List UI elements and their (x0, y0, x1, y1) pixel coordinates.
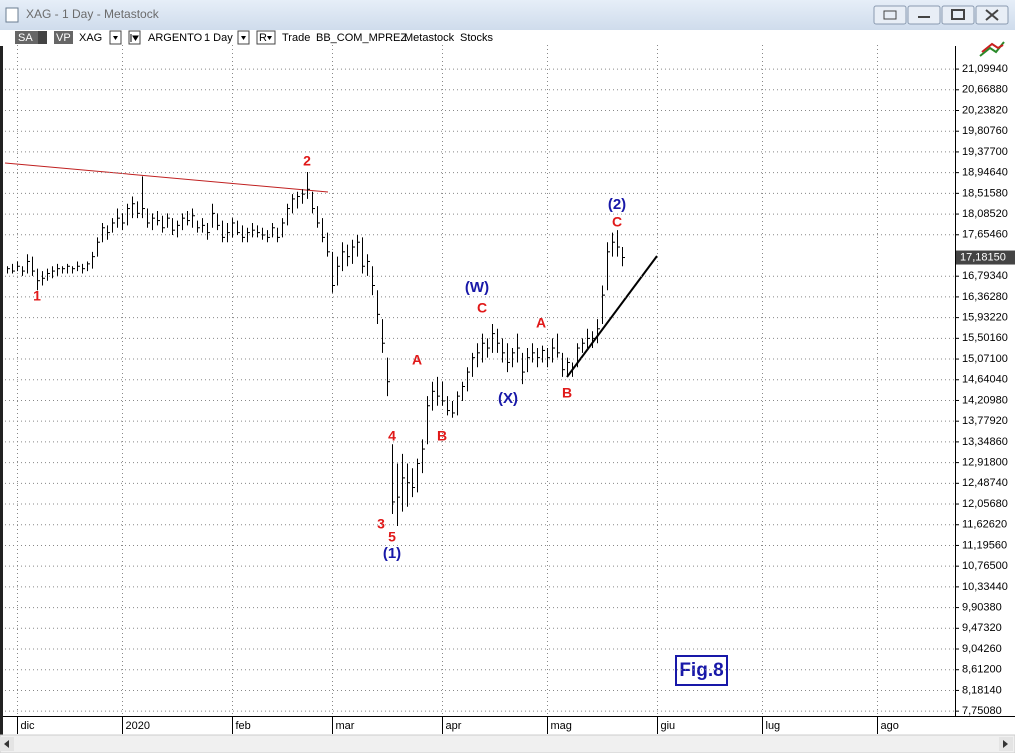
icon (267, 36, 272, 40)
y-tick-label: 20,66880 (962, 84, 1008, 96)
icon (241, 36, 246, 40)
figure-label: Fig.8 (679, 660, 723, 681)
wave-label: B (437, 428, 447, 444)
app-icon (5, 7, 19, 23)
icon (113, 36, 118, 40)
icon (130, 34, 139, 42)
wave-label: (1) (383, 545, 401, 562)
wave-label: A (536, 315, 546, 331)
figure-box (675, 655, 728, 686)
toolbar-label: SA (18, 32, 33, 44)
y-tick-label: 19,80760 (962, 125, 1008, 137)
toolbar-label: Trade (282, 32, 310, 44)
icon (981, 42, 1004, 53)
y-tick-label: 13,77920 (962, 415, 1008, 427)
x-tick-label: mar (336, 720, 355, 732)
security-name: ARGENTO (148, 32, 203, 44)
y-tick-label: 18,08520 (962, 208, 1008, 220)
wave-label: (X) (498, 390, 518, 407)
wave-label: 5 (388, 529, 396, 545)
toolbar-button[interactable] (54, 31, 73, 44)
y-tick-label: 15,50160 (962, 332, 1008, 344)
chart-icon[interactable] (979, 41, 1005, 57)
toolbar-label: Stocks (460, 32, 494, 44)
toolbar (0, 30, 1015, 46)
y-tick-label: 21,09940 (962, 63, 1008, 75)
icon (883, 10, 897, 20)
title-bar (0, 0, 1015, 30)
periodicity: 1 Day (204, 32, 233, 44)
toolbar-button[interactable] (15, 31, 38, 44)
y-tick-label: 15,93220 (962, 312, 1008, 324)
trend-line (566, 255, 658, 378)
wave-label: (2) (608, 196, 626, 213)
y-tick-label: 15,07100 (962, 353, 1008, 365)
x-tick-label: lug (766, 720, 781, 732)
wave-label: C (477, 300, 487, 316)
y-tick-label: 10,33440 (962, 581, 1008, 593)
y-tick-label: 11,62620 (962, 519, 1007, 531)
y-tick-label: 19,37700 (962, 146, 1008, 158)
restore-button[interactable] (873, 5, 907, 25)
x-tick-label: giu (661, 720, 676, 732)
toolbar-label: R (259, 32, 267, 44)
minimize-button[interactable] (907, 5, 941, 25)
wave-label: 2 (303, 153, 311, 169)
y-tick-label: 12,91800 (962, 457, 1008, 469)
x-tick-label: apr (446, 720, 462, 732)
x-tick-label: mag (551, 720, 572, 732)
y-tick-label: 8,18140 (962, 684, 1002, 696)
toolbar-label: VP (56, 32, 71, 44)
wave-label: (W) (465, 279, 489, 296)
toolbar-label: Metastock (404, 32, 455, 44)
y-tick-label: 9,47320 (962, 622, 1002, 634)
wave-label: B (562, 385, 572, 401)
y-tick-label: 20,23820 (962, 104, 1008, 116)
y-tick-label: 10,76500 (962, 560, 1008, 572)
x-tick-label: ago (881, 720, 899, 732)
symbol: XAG (79, 32, 102, 44)
y-tick-label: 7,75080 (962, 705, 1002, 717)
dropdown[interactable] (256, 30, 276, 45)
y-tick-label: 16,36280 (962, 291, 1008, 303)
icon (985, 9, 999, 21)
y-tick-label: 9,90380 (962, 601, 1002, 613)
window-title: XAG - 1 Day - Metastock (26, 7, 160, 21)
y-tick-label: 16,79340 (962, 270, 1008, 282)
x-tick-label: dic (21, 720, 36, 732)
y-tick-label: 13,34860 (962, 436, 1008, 448)
wave-label: 4 (388, 428, 396, 444)
y-tick-label: 18,51580 (962, 187, 1008, 199)
y-tick-label: 12,05680 (962, 498, 1008, 510)
left-edge (0, 46, 3, 736)
y-tick-label: 18,94640 (962, 167, 1008, 179)
y-tick-label: 14,64040 (962, 374, 1008, 386)
wave-label: 1 (33, 288, 41, 304)
last-price-label: 17,18150 (960, 251, 1006, 263)
y-tick-label: 9,04260 (962, 643, 1002, 655)
x-tick-label: 2020 (126, 720, 150, 732)
icon (1003, 740, 1008, 748)
y-tick-label: 8,61200 (962, 664, 1002, 676)
window-buttons[interactable] (873, 5, 1009, 25)
icon (951, 9, 965, 20)
scrollbar[interactable] (0, 734, 1015, 753)
wave-label: 3 (377, 516, 385, 532)
toolbar-label: BB_COM_MPREZ (316, 32, 407, 44)
y-tick-label: 14,20980 (962, 394, 1008, 406)
last-price-box (956, 250, 1015, 265)
dropdown[interactable] (38, 31, 47, 44)
y-tick-label: 12,48740 (962, 477, 1008, 489)
icon (4, 740, 9, 748)
trend-line (4, 162, 329, 193)
x-tick-label: feb (236, 720, 251, 732)
y-tick-label: 11,19560 (962, 539, 1007, 551)
maximize-button[interactable] (941, 5, 975, 25)
wave-label: C (612, 214, 622, 230)
wave-label: A (412, 352, 422, 368)
y-tick-label: 17,65460 (962, 229, 1008, 241)
